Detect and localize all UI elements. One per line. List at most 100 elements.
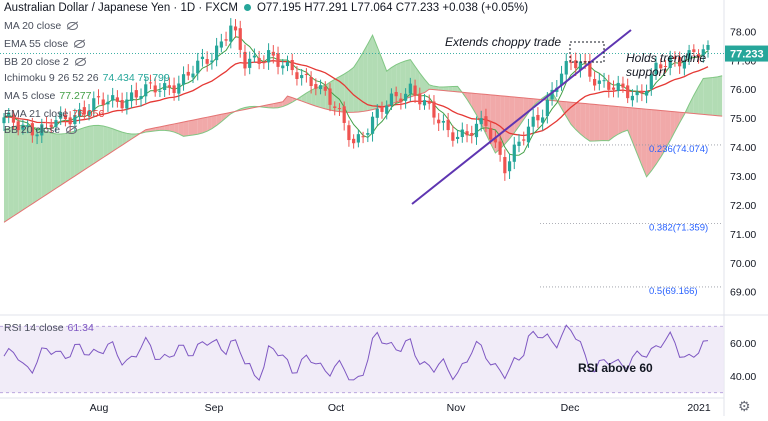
candle xyxy=(49,118,53,133)
rsi-header[interactable]: RSI 14 close 61.34 xyxy=(4,322,94,334)
candle xyxy=(564,53,568,82)
cloud-segment xyxy=(22,125,28,210)
candle xyxy=(328,83,332,112)
candle xyxy=(380,101,384,119)
cloud-segment xyxy=(197,118,203,135)
indicator-ma5[interactable]: MA 5 close 77.277 xyxy=(4,90,92,102)
hidden-eye-icon[interactable] xyxy=(67,22,79,31)
hidden-eye-icon[interactable] xyxy=(74,40,86,49)
candle-body xyxy=(361,136,365,138)
candle xyxy=(337,103,342,116)
indicator-bb20-2[interactable]: BB 20 close xyxy=(4,124,78,136)
candle xyxy=(427,94,431,110)
indicator-ema21[interactable]: EMA 21 close 76.056 xyxy=(4,108,105,120)
candle-body xyxy=(347,125,351,141)
candle xyxy=(77,102,82,124)
candle xyxy=(111,87,115,108)
hidden-eye-icon[interactable] xyxy=(66,126,78,135)
candle-body xyxy=(318,85,323,90)
candle-body xyxy=(181,74,186,85)
cloud-segment xyxy=(169,123,175,133)
candle xyxy=(153,77,157,97)
candle xyxy=(229,18,233,49)
indicator-ema55[interactable]: EMA 55 close xyxy=(4,38,86,50)
cloud-segment xyxy=(4,128,9,223)
candle-body xyxy=(111,95,115,101)
cloud-segment xyxy=(311,87,316,107)
candle xyxy=(40,118,44,144)
candle xyxy=(399,93,403,110)
candle xyxy=(498,133,502,162)
candle xyxy=(318,79,323,95)
candle xyxy=(370,111,375,142)
candle xyxy=(281,58,285,75)
cloud-segment xyxy=(344,70,349,113)
candle xyxy=(87,104,91,121)
indicator-ma20[interactable]: MA 20 close xyxy=(4,20,79,32)
cloud-segment xyxy=(509,96,515,139)
cloud-segment xyxy=(424,79,430,93)
candle-body xyxy=(73,115,77,125)
candle-body xyxy=(134,90,138,98)
cloud-segment xyxy=(117,130,123,149)
candle-body xyxy=(300,75,304,79)
candle-body xyxy=(569,62,573,64)
cloud-segment xyxy=(348,67,354,113)
last-price-label: 77.233 xyxy=(730,49,764,61)
candle-body xyxy=(186,71,190,76)
cloud-segment xyxy=(188,120,193,136)
price-tick-label: 71.00 xyxy=(730,229,756,241)
candle xyxy=(512,136,516,170)
candle xyxy=(602,72,606,88)
candle-body xyxy=(432,101,436,118)
candle-body xyxy=(616,82,620,91)
candle-body xyxy=(233,26,238,31)
cloud-segment xyxy=(174,122,179,134)
candle-body xyxy=(219,41,223,48)
candle-body xyxy=(474,123,479,138)
candle-body xyxy=(564,61,568,75)
cloud-segment xyxy=(8,126,14,220)
cloud-segment xyxy=(126,133,132,143)
cloud-segment xyxy=(65,132,71,183)
candle-body xyxy=(701,49,705,56)
cloud-segment xyxy=(273,102,279,108)
candle xyxy=(252,48,257,63)
candle-body xyxy=(196,60,200,74)
cloud-segment xyxy=(112,128,118,152)
hidden-eye-icon[interactable] xyxy=(74,58,86,67)
candle-body xyxy=(352,138,356,144)
candle xyxy=(26,120,30,134)
time-tick-label: Nov xyxy=(447,402,466,414)
indicator-ichimoku[interactable]: Ichimoku 9 26 52 26 74.434 75.799 xyxy=(4,72,170,84)
cloud-segment xyxy=(528,98,534,113)
cloud-segment xyxy=(471,93,477,115)
candle-body xyxy=(129,92,134,102)
candle-body xyxy=(252,55,257,58)
candle xyxy=(465,124,469,143)
candle xyxy=(266,43,271,70)
candle-body xyxy=(418,93,422,105)
candle xyxy=(413,79,417,103)
candle-body xyxy=(635,91,639,96)
candle-body xyxy=(465,131,469,136)
candle-body xyxy=(172,85,176,93)
candle xyxy=(243,44,247,76)
candle-body xyxy=(323,86,327,91)
time-tick-label: Oct xyxy=(328,402,344,414)
candle-body xyxy=(304,74,308,76)
candle xyxy=(701,44,705,63)
candle-body xyxy=(153,85,157,93)
candle-body xyxy=(7,112,11,116)
annotation-rsi: RSI above 60 xyxy=(578,361,653,375)
candle-body xyxy=(380,106,384,112)
indicator-bb20[interactable]: BB 20 close 2 xyxy=(4,56,86,68)
settings-gear-icon[interactable]: ⚙ xyxy=(738,398,751,414)
candle xyxy=(663,60,668,73)
cloud-segment xyxy=(717,75,723,117)
cloud-segment xyxy=(60,133,66,186)
candle-body xyxy=(503,157,507,174)
candle xyxy=(507,153,512,179)
